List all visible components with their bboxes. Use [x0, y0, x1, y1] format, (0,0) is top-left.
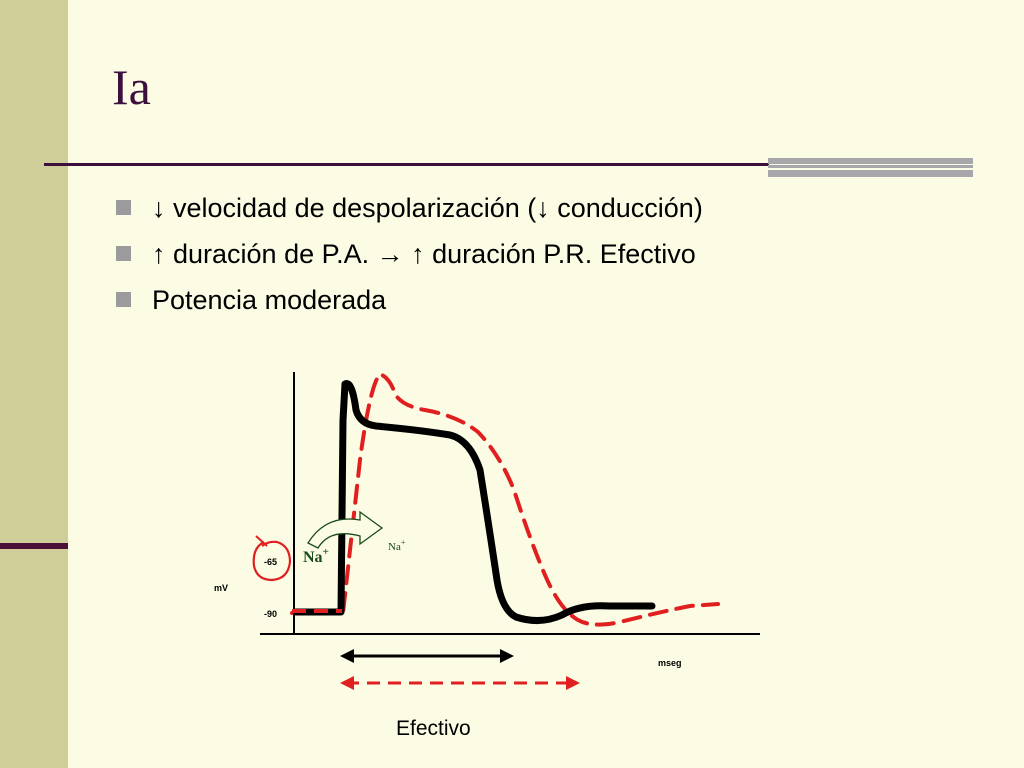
highlight-tick	[255, 535, 268, 547]
bullet-item: ↑ duración de P.A. → ↑ duración P.R. Efe…	[116, 234, 703, 280]
tick-label-minus-65: -65	[264, 557, 277, 567]
drug-refractory-arrow	[340, 676, 580, 690]
baseline-action-potential-curve	[292, 380, 656, 624]
sodium-flux-arrow-icon	[307, 510, 384, 549]
bullet-square-icon	[116, 200, 131, 215]
bullet-text: ↓ velocidad de despolarización (↓ conduc…	[152, 193, 703, 223]
bullet-text: ↑ duración de P.A. → ↑ duración P.R. Efe…	[152, 239, 696, 269]
bullet-text: Potencia moderada	[152, 285, 387, 315]
bullet-square-icon	[116, 292, 131, 307]
tick-label-minus-90: -90	[264, 609, 277, 619]
sodium-label-inside: Na+	[303, 546, 329, 566]
bullet-item: Potencia moderada	[116, 280, 703, 326]
drug-action-potential-curve	[290, 371, 720, 627]
title-divider	[44, 163, 769, 166]
bullet-item: ↓ velocidad de despolarización (↓ conduc…	[116, 188, 703, 234]
title-divider-block	[768, 158, 973, 178]
y-axis-label: mV	[214, 583, 228, 593]
left-decorative-bar	[0, 0, 68, 768]
highlight-circle	[252, 540, 292, 582]
x-axis-label: mseg	[658, 658, 682, 668]
sodium-label-outside: Na+	[388, 538, 406, 553]
baseline-refractory-arrow	[340, 649, 514, 663]
bullet-square-icon	[116, 246, 131, 261]
effective-label: Efectivo	[396, 717, 471, 740]
slide-title: Ia	[112, 59, 151, 115]
left-bar-accent	[0, 543, 68, 549]
bullet-list: ↓ velocidad de despolarización (↓ conduc…	[116, 188, 703, 326]
